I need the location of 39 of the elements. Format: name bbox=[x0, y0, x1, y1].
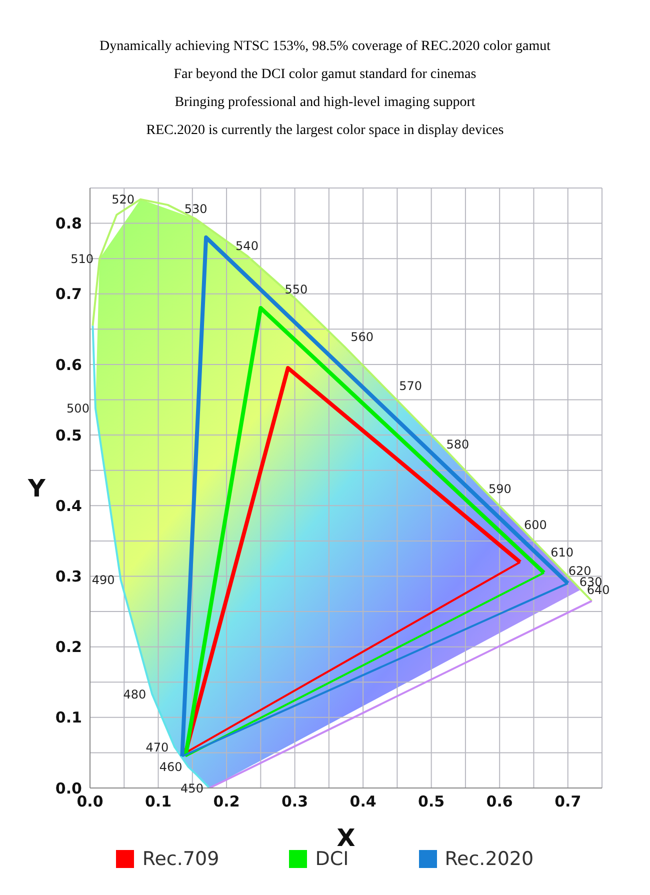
annotation: 590 bbox=[488, 482, 512, 496]
y-tick-label: 0.4 bbox=[55, 496, 82, 515]
annotation: 520 bbox=[112, 192, 135, 207]
y-tick-label: 0.7 bbox=[55, 285, 82, 304]
x-tick-label: 0.7 bbox=[554, 792, 582, 811]
annotation: 610 bbox=[550, 545, 574, 560]
annotation: 450 bbox=[180, 781, 204, 796]
y-tick-label: 0.1 bbox=[55, 708, 82, 727]
annotation: 600 bbox=[524, 518, 547, 532]
legend-label: Rec.709 bbox=[142, 848, 220, 870]
annotation: 510 bbox=[70, 252, 94, 266]
x-tick-label: 0.2 bbox=[213, 792, 240, 811]
annotation: 620 bbox=[568, 564, 592, 578]
x-tick-label: 0.6 bbox=[486, 792, 513, 811]
x-tick-label: 0.4 bbox=[350, 792, 376, 811]
y-axis-title: Y bbox=[27, 474, 46, 503]
x-tick-label: 0.5 bbox=[418, 792, 445, 811]
chart-subtitle: Far beyond the DCI color gamut standard for cinemas Bringing professional and high-level imaging support REC.2020 is currently the largest color space in display devices bbox=[145, 66, 505, 140]
annotation: 570 bbox=[399, 379, 422, 394]
y-tick-label: 0.2 bbox=[55, 638, 82, 656]
annotation: 460 bbox=[159, 760, 182, 774]
y-tick-label: 0.5 bbox=[55, 426, 82, 444]
annotation: 470 bbox=[146, 740, 169, 754]
x-tick-label: 0.3 bbox=[282, 792, 308, 811]
x-tick-label: 0.0 bbox=[76, 792, 104, 811]
annotation: 530 bbox=[184, 202, 208, 216]
y-tick-label: 0.8 bbox=[55, 214, 82, 233]
annotation: 490 bbox=[92, 573, 115, 588]
legend-label: Rec.2020 bbox=[444, 848, 534, 870]
y-tick-label: 0.6 bbox=[55, 356, 82, 374]
annotation: 540 bbox=[236, 238, 258, 253]
annotation: 500 bbox=[66, 401, 90, 416]
chart-title: Dynamically achieving NTSC 153%, 98.5% coverage of REC.2020 color gamut bbox=[98, 38, 552, 56]
annotation: 480 bbox=[123, 687, 146, 702]
y-tick-label: 0.3 bbox=[55, 568, 82, 586]
annotation: 550 bbox=[284, 282, 308, 297]
annotation: 580 bbox=[446, 437, 470, 452]
x-tick-label: 0.1 bbox=[144, 792, 172, 811]
annotation: 560 bbox=[350, 330, 374, 344]
